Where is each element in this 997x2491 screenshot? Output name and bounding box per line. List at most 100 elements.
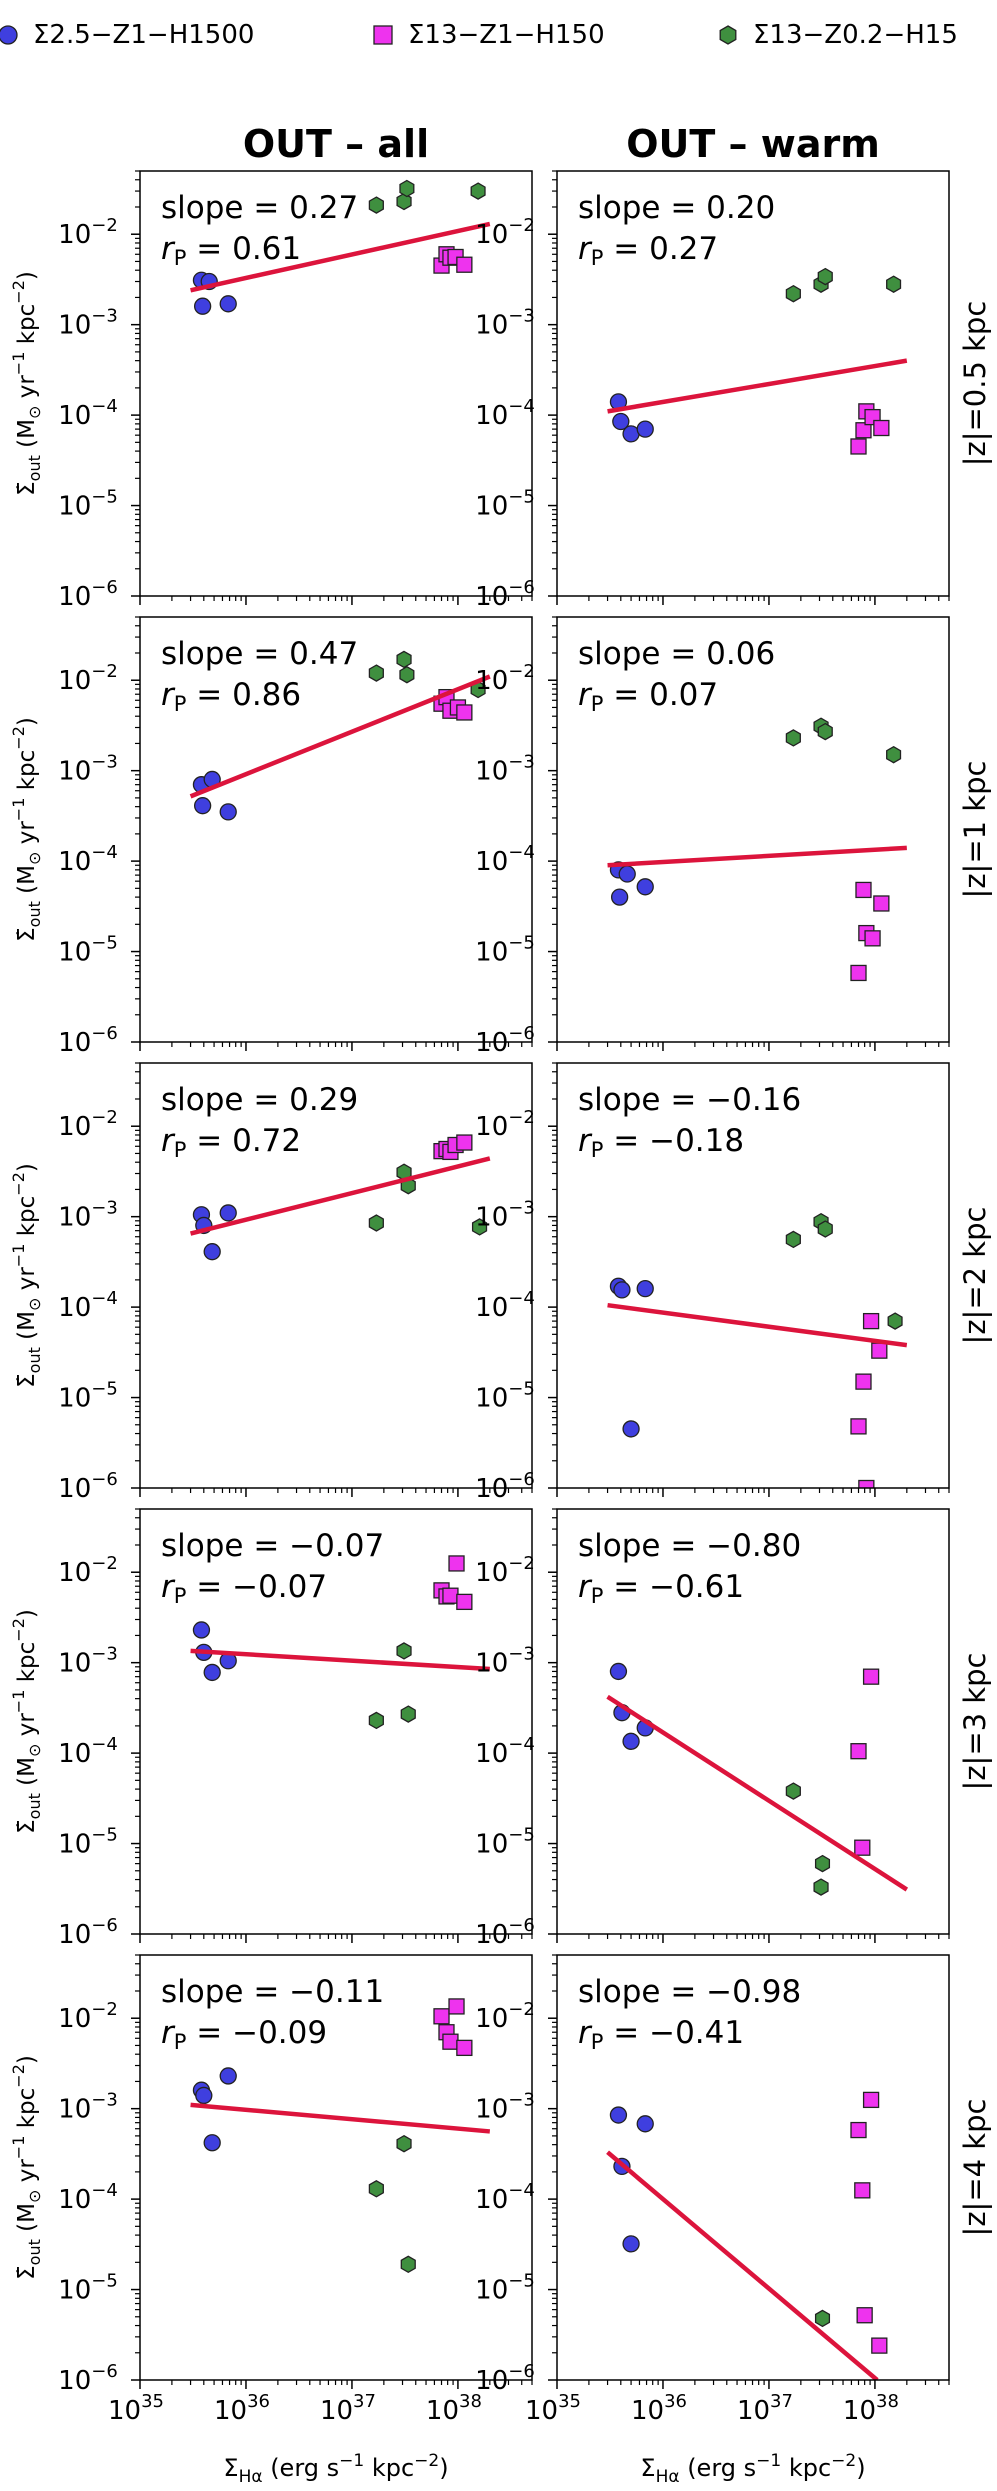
y-label-exponent: −1 bbox=[9, 798, 28, 822]
data-point-circle bbox=[636, 2115, 654, 2133]
y-tick-exponent: −2 bbox=[91, 661, 118, 682]
x-label-symbol: Σ bbox=[640, 2454, 655, 2482]
y-tick-exponent: −5 bbox=[91, 2271, 118, 2292]
data-point-hexagon bbox=[887, 1312, 903, 1330]
data-point-hexagon bbox=[471, 1218, 488, 1236]
y-label-unit-yr: yr bbox=[14, 821, 40, 852]
pearson-subscript: P bbox=[591, 1584, 604, 1608]
y-tick-label: 10−6 bbox=[475, 1023, 535, 1058]
y-tick-exponent: −4 bbox=[91, 2180, 118, 2201]
x-tick-base: 10 bbox=[631, 2396, 664, 2426]
y-label-symbol: Σ̇ bbox=[14, 1819, 40, 1834]
data-point-circle bbox=[636, 1279, 654, 1298]
y-tick-base: 10 bbox=[475, 1384, 508, 1414]
pearson-subscript: P bbox=[591, 246, 604, 270]
y-tick-exponent: −5 bbox=[91, 933, 118, 954]
x-tick-base: 10 bbox=[320, 2396, 353, 2426]
y-tick-exponent: −3 bbox=[91, 1644, 118, 1665]
legend-label: Σ2.5−Z1−H1500 bbox=[33, 20, 254, 50]
y-tick-label: 10−4 bbox=[475, 2180, 535, 2215]
data-point-hexagon bbox=[368, 1711, 384, 1730]
data-point-circle bbox=[203, 1663, 221, 1682]
data-point-circle bbox=[195, 2086, 213, 2105]
y-tick-label: 10−3 bbox=[58, 306, 118, 341]
data-point-hexagon bbox=[400, 1705, 416, 1723]
data-point-square bbox=[433, 2008, 450, 2025]
y-label-symbol: Σ̇ bbox=[14, 481, 40, 496]
pearson-symbol: r bbox=[578, 2015, 593, 2051]
data-point-hexagon bbox=[814, 1854, 831, 1873]
data-point-square bbox=[854, 1839, 871, 1856]
data-point-square bbox=[850, 1418, 867, 1435]
data-point-hexagon bbox=[399, 665, 415, 684]
row-label: |z|=3 kpc bbox=[958, 1653, 992, 1791]
y-tick-label: 10−5 bbox=[58, 2271, 118, 2306]
y-tick-exponent: −5 bbox=[508, 1825, 535, 1846]
y-tick-base: 10 bbox=[475, 2004, 508, 2034]
y-tick-label: 10−5 bbox=[475, 487, 535, 522]
pearson-value: = −0.61 bbox=[603, 1569, 744, 1605]
y-tick-label: 10−6 bbox=[475, 2361, 535, 2396]
data-point-hexagon bbox=[814, 2309, 831, 2328]
y-label-subscript: out bbox=[25, 1347, 44, 1373]
y-tick-label: 10−4 bbox=[475, 1288, 535, 1323]
y-tick-base: 10 bbox=[475, 1203, 508, 1233]
x-tick-exponent: 38 bbox=[459, 2391, 482, 2412]
y-tick-exponent: −2 bbox=[91, 1107, 118, 1128]
legend-marker-circle-icon bbox=[0, 25, 18, 45]
pearson-annotation: rP = −0.07 bbox=[161, 1569, 327, 1608]
x-tick-base: 10 bbox=[525, 2396, 558, 2426]
y-tick-exponent: −6 bbox=[508, 2361, 535, 2382]
y-tick-exponent: −3 bbox=[91, 2090, 118, 2111]
legend-label: Σ13−Z0.2−H15 bbox=[753, 20, 958, 50]
y-tick-exponent: −6 bbox=[91, 1469, 118, 1490]
y-label-unit: (M bbox=[14, 2203, 40, 2239]
x-tick-base: 10 bbox=[214, 2396, 247, 2426]
y-label-sun-symbol: ⊙ bbox=[25, 1744, 44, 1757]
pearson-subscript: P bbox=[174, 692, 187, 716]
row-label: |z|=4 kpc bbox=[958, 2099, 992, 2237]
y-tick-label: 10−4 bbox=[58, 1288, 118, 1323]
y-axis-label: Σ̇out (M⊙ yr−1 kpc−2) bbox=[9, 2055, 44, 2280]
y-tick-exponent: −6 bbox=[91, 577, 118, 598]
y-tick-label: 10−3 bbox=[475, 1198, 535, 1233]
y-tick-exponent: −2 bbox=[91, 1553, 118, 1574]
pearson-symbol: r bbox=[161, 1569, 176, 1605]
y-axis-label: Σ̇out (M⊙ yr−1 kpc−2) bbox=[9, 271, 44, 496]
y-tick-exponent: −4 bbox=[508, 2180, 535, 2201]
pearson-subscript: P bbox=[591, 1138, 604, 1162]
slope-annotation: slope = 0.27 bbox=[161, 190, 358, 226]
y-tick-base: 10 bbox=[475, 582, 508, 612]
data-point-hexagon bbox=[368, 1214, 384, 1232]
y-tick-base: 10 bbox=[475, 311, 508, 341]
y-tick-base: 10 bbox=[58, 401, 91, 431]
y-label-sun-symbol: ⊙ bbox=[25, 1298, 44, 1311]
legend-marker-square-icon bbox=[373, 25, 393, 45]
data-point-hexagon bbox=[396, 2134, 412, 2153]
y-label-unit: (M bbox=[14, 1757, 40, 1793]
slope-annotation: slope = 0.47 bbox=[161, 636, 358, 672]
y-tick-base: 10 bbox=[475, 1293, 508, 1323]
panel-frame bbox=[139, 170, 533, 597]
y-tick-base: 10 bbox=[58, 1203, 91, 1233]
y-tick-base: 10 bbox=[475, 401, 508, 431]
y-label-sun-symbol: ⊙ bbox=[25, 406, 44, 419]
y-tick-label: 10−6 bbox=[58, 1915, 118, 1950]
data-point-hexagon bbox=[886, 745, 902, 764]
fit-line bbox=[607, 1302, 908, 1348]
x-tick-exponent: 35 bbox=[558, 2391, 581, 2412]
data-point-square bbox=[456, 1134, 473, 1151]
y-tick-exponent: −6 bbox=[91, 1023, 118, 1044]
y-tick-exponent: −3 bbox=[91, 306, 118, 327]
x-label-exponent: −2 bbox=[831, 2451, 856, 2471]
data-point-square bbox=[862, 1312, 880, 1330]
pearson-annotation: rP = 0.61 bbox=[161, 231, 301, 270]
y-label-sun-symbol: ⊙ bbox=[25, 852, 44, 865]
data-point-square bbox=[456, 2039, 473, 2057]
pearson-subscript: P bbox=[174, 1584, 187, 1608]
data-point-square bbox=[442, 2033, 459, 2050]
